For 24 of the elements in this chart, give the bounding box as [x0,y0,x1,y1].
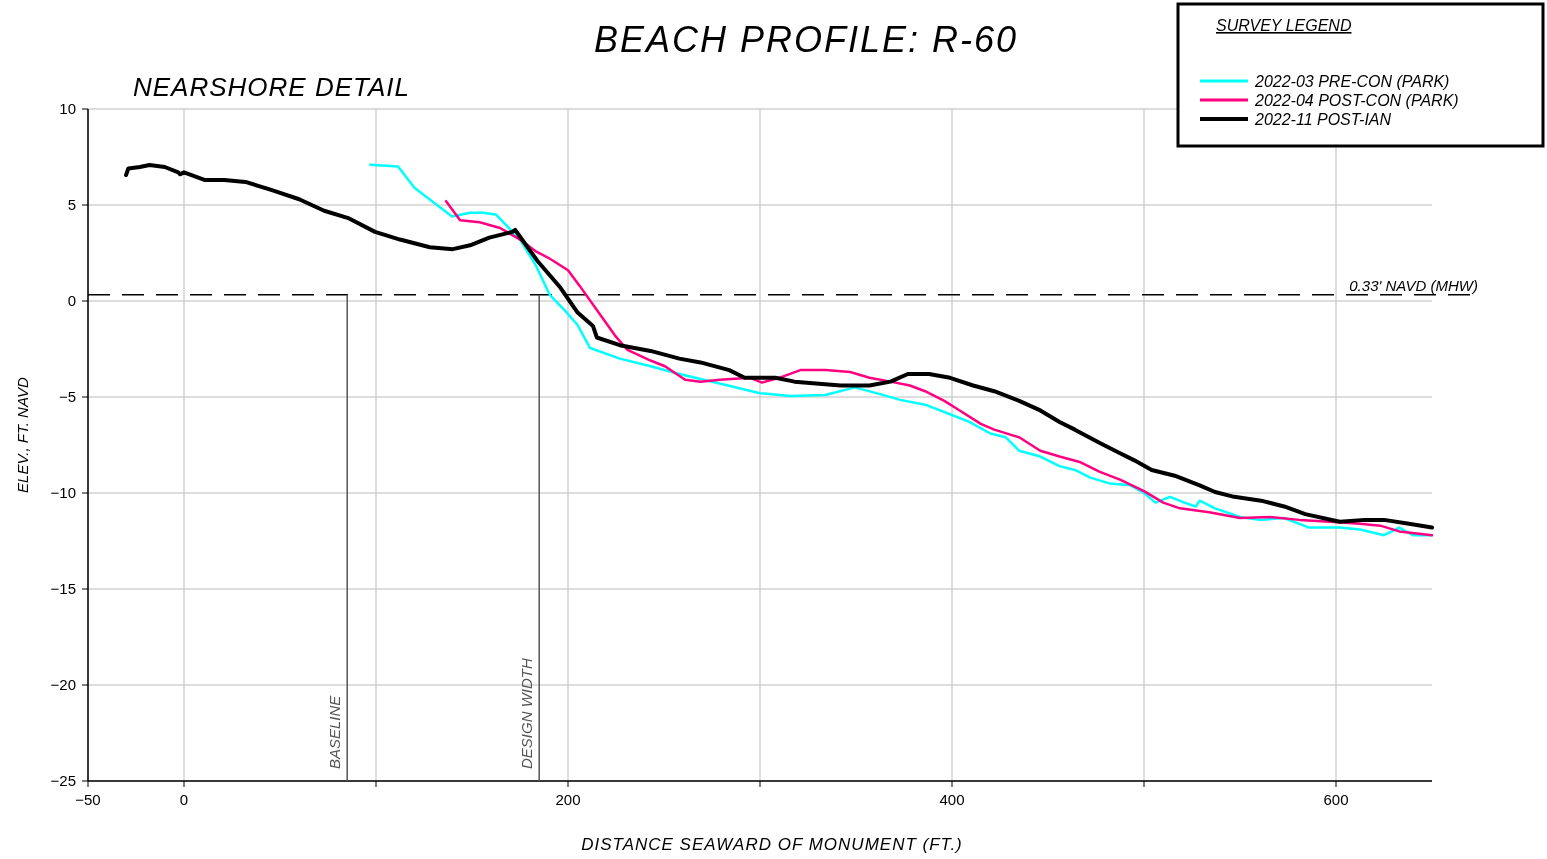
y-tick-label: 0 [67,292,76,309]
y-tick-label: −5 [58,388,76,405]
x-axis-title: DISTANCE SEAWARD OF MONUMENT (FT.) [581,835,963,854]
ref-line-label: 0.33' NAVD (MHW) [1349,276,1478,294]
x-tick-label: 400 [939,791,965,808]
y-tick-label: −10 [50,484,76,501]
y-tick-label: 10 [59,100,76,117]
legend-label: 2022-04 POST-CON (PARK) [1254,92,1459,109]
chart-subtitle: NEARSHORE DETAIL [133,72,411,102]
x-tick-label: 200 [555,791,581,808]
x-tick-label: 0 [179,791,189,808]
y-tick-label: −20 [50,676,76,693]
legend-label: 2022-11 POST-IAN [1254,111,1392,128]
x-tick-label: −50 [75,791,101,808]
y-tick-label: −15 [50,580,76,597]
y-tick-label: −25 [50,772,76,789]
x-tick-label: 600 [1323,791,1349,808]
ref-line-label: DESIGN WIDTH [518,658,536,769]
y-axis-title: ELEV., FT. NAVD [14,376,31,493]
chart-title: BEACH PROFILE: R-60 [593,19,1019,60]
y-tick-label: 5 [67,196,76,213]
legend-label: 2022-03 PRE-CON (PARK) [1254,73,1450,90]
legend-title: SURVEY LEGEND [1216,17,1352,34]
ref-line-label: BASELINE [326,694,344,769]
